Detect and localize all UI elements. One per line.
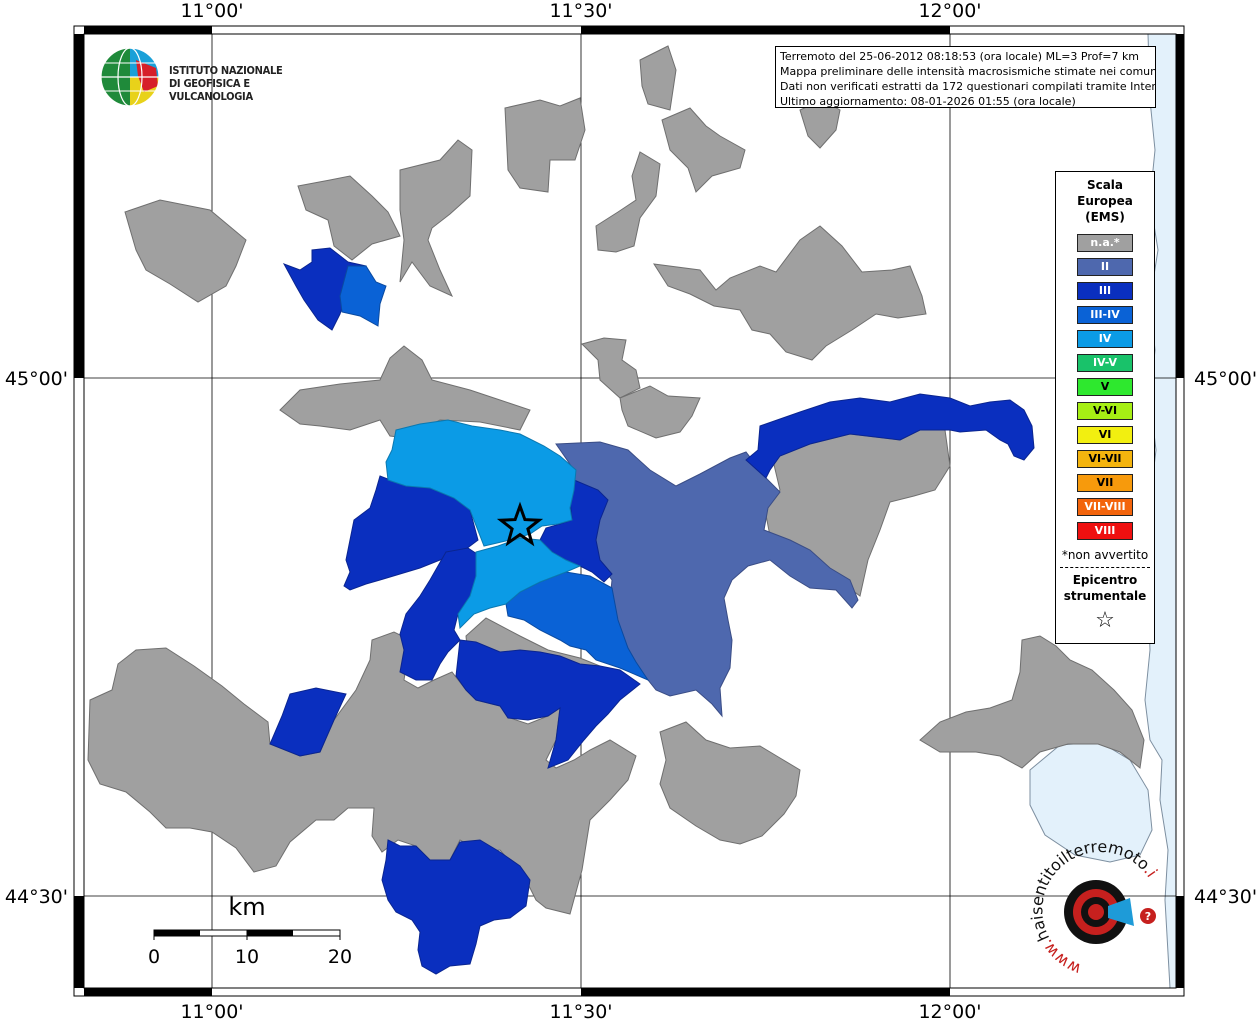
legend-item: V [1077,378,1133,396]
scale-tick-20: 20 [328,946,352,968]
left-lat-label-2: 44°30' [5,886,68,908]
legend-item: VIII [1077,522,1133,540]
legend-item: II [1077,258,1133,276]
legend-title-line1: Scala [1086,178,1124,192]
top-lon-label-3: 12°00' [918,0,981,22]
legend-separator [1060,567,1150,568]
legend-note: *non avvertito [1061,548,1149,562]
legend-star-icon: ☆ [1095,608,1115,633]
ingv-name: ISTITUTO NAZIONALE DI GEOFISICA E VULCAN… [169,64,320,103]
map-frame [73,25,1185,997]
ems-legend: Scala Europea (EMS) n.a.* II III III-IV IV IV… [1055,171,1155,644]
legend-items: n.a.* II III III-IV IV IV-V V V-VI VI VI-VII VII VI… [1056,234,1154,540]
top-lon-label-2: 11°30' [549,0,612,22]
megaphone-icon [1108,898,1134,926]
ingv-name-line1: ISTITUTO NAZIONALE [169,64,283,77]
legend-item: VII [1077,474,1133,492]
event-info-line2: Mappa preliminare delle intensità macros… [780,65,1156,78]
scale-bar: km 0 10 20 [148,893,352,968]
scale-tick-10: 10 [235,946,259,968]
legend-item: IV-V [1077,354,1133,372]
areas-intensity-iv [385,419,582,630]
top-lon-label-1: 11°00' [180,0,243,22]
ingv-name-line2: DI GEOFISICA E VULCANOLOGIA [169,77,253,103]
scale-tick-0: 0 [148,946,160,968]
event-info-line3: Dati non verificati estratti da 172 ques… [780,80,1156,93]
legend-item: III-IV [1077,306,1133,324]
legend-item: VI-VII [1077,450,1133,468]
legend-epicenter-label: Epicentro strumentale [1056,572,1154,604]
legend-item: VI [1077,426,1133,444]
event-info-line1: Terremoto del 25-06-2012 08:18:53 (ora l… [780,50,1140,63]
ingv-logo: ISTITUTO NAZIONALE DI GEOFISICA E VULCAN… [100,46,320,110]
legend-title: Scala Europea (EMS) [1056,177,1154,225]
legend-epicenter-line1: Epicentro [1072,573,1138,587]
legend-item: VII-VIII [1077,498,1133,516]
legend-item: III [1077,282,1133,300]
bottom-lon-label-3: 12°00' [918,1001,981,1023]
legend-epicenter-line2: strumentale [1063,589,1147,603]
legend-item: IV [1077,330,1133,348]
bottom-lon-label-1: 11°00' [180,1001,243,1023]
legend-title-line2: Europea [1077,194,1133,208]
event-info-line4: Ultimo aggiornamento: 08-01-2026 01:55 (… [780,95,1076,108]
event-info-box: Terremoto del 25-06-2012 08:18:53 (ora l… [775,46,1156,108]
legend-item: n.a.* [1077,234,1133,252]
left-lat-label-1: 45°00' [5,368,68,390]
right-lat-label-1: 45°00' [1194,368,1257,390]
right-lat-label-2: 44°30' [1194,886,1257,908]
bottom-lon-label-2: 11°30' [549,1001,612,1023]
scale-unit: km [228,893,265,921]
municipalities-not-felt [87,45,1145,915]
epicenter-star [496,501,544,547]
globe-icon [100,47,160,107]
svg-text:?: ? [1145,910,1151,923]
legend-title-line3: (EMS) [1085,210,1125,224]
legend-item: V-VI [1077,402,1133,420]
areas-intensity-iii [269,247,1035,975]
question-mark-icon [1140,908,1156,924]
